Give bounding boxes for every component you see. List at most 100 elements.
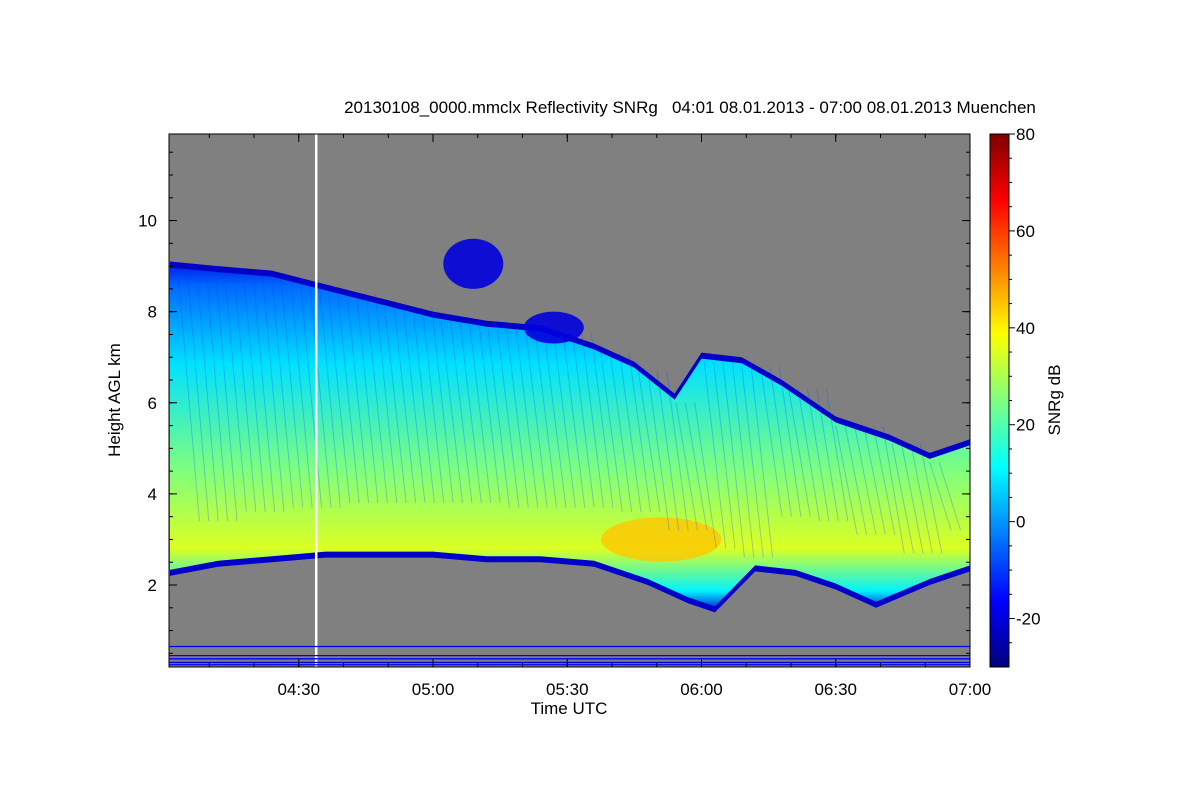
fall-streak [901,443,924,554]
fall-streak [919,443,943,554]
fall-streak [891,443,915,554]
fall-streak [637,370,661,513]
reflectivity-core [601,517,722,562]
fall-streak [440,320,464,504]
fall-streak [506,329,529,508]
x-tick-label: 07:00 [949,680,992,699]
fall-streak [807,389,830,522]
fall-streak [835,425,858,535]
fall-streak [572,334,595,508]
fall-streak [487,329,511,508]
fall-streak [910,443,933,554]
fall-streak [525,329,548,508]
x-tick-label: 05:00 [412,680,455,699]
x-tick-label: 06:30 [814,680,857,699]
cloud-fragment [523,311,584,344]
colorbar-label: SNRg dB [1045,365,1064,436]
fall-streak [778,366,802,517]
fall-streak [515,329,539,508]
fall-streak [224,275,247,513]
fall-streak [581,334,605,508]
fall-streak [713,361,736,549]
fall-streak [854,425,877,535]
fall-streak [647,370,670,531]
y-axis-label: Height AGL km [105,343,124,457]
fall-streak [412,307,435,504]
fall-streak [750,366,774,558]
fall-streak [816,389,839,522]
colorbar-tick-label: -20 [1016,610,1041,629]
fall-streak [628,352,651,513]
y-tick-label: 2 [148,576,157,595]
fall-streak [280,279,304,508]
fall-streak [290,279,313,508]
fall-streak [421,307,445,504]
x-tick-label: 06:00 [680,680,723,699]
fall-streak [722,361,745,558]
colorbar-tick-label: 80 [1016,125,1035,144]
fall-streak [872,425,896,535]
fall-streak [393,307,417,504]
fall-streak [609,352,633,513]
fall-streak [600,352,623,513]
y-tick-label: 4 [148,485,157,504]
fall-streak [299,279,323,508]
fall-streak [384,307,407,504]
fall-streak [186,270,210,522]
fall-streak [731,361,755,558]
fall-streak [496,329,520,508]
fall-streak [666,370,689,531]
fall-streak [844,425,868,535]
fall-streak [562,334,586,508]
fall-streak [619,352,642,513]
cloud-fragment [443,238,504,289]
fall-streak [449,320,473,504]
fall-streak [309,279,332,508]
fall-streak [177,270,200,522]
fall-streak [741,366,764,558]
fall-streak [863,425,886,535]
cloud-body [169,267,970,607]
colorbar [989,133,1010,668]
x-tick-label: 04:30 [277,680,320,699]
fall-streak [788,389,811,517]
fall-streak [233,275,257,513]
fall-streak [534,329,558,508]
fall-streak [684,402,708,531]
fall-streak [196,270,219,522]
fall-streak [590,334,614,508]
fall-streak [327,293,351,504]
fall-streak [355,293,379,504]
colorbar-tick-label: 60 [1016,222,1035,241]
fall-streak [243,275,266,513]
fall-streak [797,389,821,522]
plot-frame [168,133,971,668]
fall-streak [694,402,717,549]
fall-streak [703,361,727,549]
fall-streak [431,307,454,504]
fall-streak [769,366,792,517]
fall-streak [882,425,905,554]
fall-streak [252,275,276,513]
fall-streak [337,293,360,504]
y-tick-label: 6 [148,394,157,413]
fall-streak [929,461,952,531]
y-tick-label: 8 [148,303,157,322]
y-tick-label: 10 [138,212,157,231]
chart-title: 20130108_0000.mmclx Reflectivity SNRg 04… [344,98,1036,117]
colorbar-tick-label: 0 [1016,513,1025,532]
fall-streak [271,279,294,508]
fall-streak [553,334,576,508]
fall-streak [760,366,783,517]
fall-streak [346,293,370,504]
colorbar-tick-label: 20 [1016,416,1035,435]
x-tick-label: 05:30 [546,680,589,699]
fall-streak [318,279,341,508]
fall-streak [478,320,501,504]
fall-streak [938,461,962,531]
fall-streak [675,402,698,531]
fall-streak [468,320,492,504]
fall-streak [459,320,482,504]
fall-streak [205,270,229,522]
